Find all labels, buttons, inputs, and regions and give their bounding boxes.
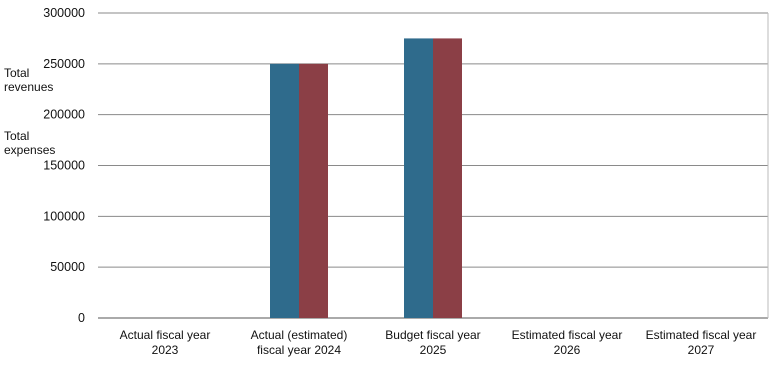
bar-revenues	[270, 63, 299, 319]
y-tick-label: 150000	[43, 159, 85, 173]
y-tick-label: 0	[78, 311, 85, 325]
category-label-line1: Actual fiscal year	[119, 328, 211, 342]
category-label-line2: 2027	[687, 343, 715, 357]
bar-revenues	[404, 38, 433, 319]
category-label-line2: 2023	[151, 343, 179, 357]
legend-expenses-line1: Total	[4, 129, 30, 143]
category-label-line2: 2025	[419, 343, 447, 357]
category-label-line1: Budget fiscal year	[385, 328, 481, 342]
legend-revenues-line1: Total	[4, 66, 30, 80]
y-tick-label: 100000	[43, 209, 85, 223]
y-axis-ticks: 0 50000 100000 150000 200000 250000 300000	[43, 6, 85, 325]
category-label-line1: Estimated fiscal year	[645, 328, 757, 342]
bar-expenses	[433, 38, 462, 319]
bars	[270, 38, 462, 319]
legend-total-expenses: Total expenses	[4, 129, 55, 157]
y-tick-label: 300000	[43, 6, 85, 20]
y-tick-label: 250000	[43, 57, 85, 71]
category-label-line1: Actual (estimated)	[250, 328, 348, 342]
category-label-line2: 2026	[553, 343, 581, 357]
category-label-2026: Estimated fiscal year 2026	[500, 328, 634, 358]
bar-expenses	[299, 63, 328, 319]
legend-total-revenues: Total revenues	[4, 66, 53, 94]
category-label-line1: Estimated fiscal year	[511, 328, 623, 342]
y-tick-label: 200000	[43, 108, 85, 122]
category-label-2023: Actual fiscal year 2023	[98, 328, 232, 358]
category-label-2027: Estimated fiscal year 2027	[634, 328, 768, 358]
category-label-line2: fiscal year 2024	[256, 343, 342, 357]
category-label-2024: Actual (estimated) fiscal year 2024	[232, 328, 366, 358]
legend-expenses-line2: expenses	[4, 143, 56, 157]
category-label-2025: Budget fiscal year 2025	[366, 328, 500, 358]
legend-revenues-line2: revenues	[4, 80, 54, 94]
y-tick-label: 50000	[50, 260, 85, 274]
